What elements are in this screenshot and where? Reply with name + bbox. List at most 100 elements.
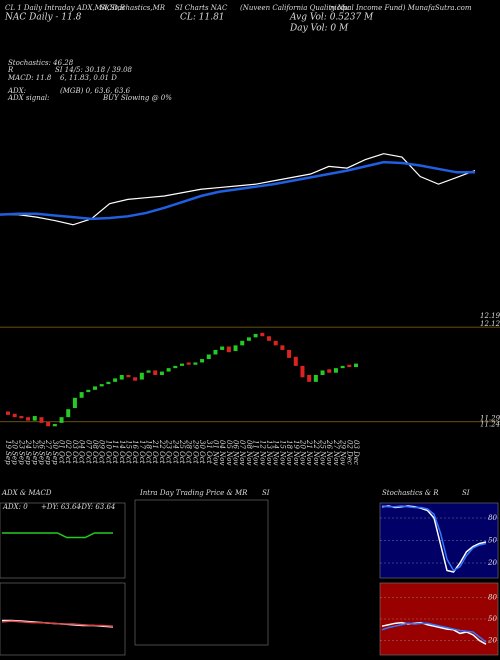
label: 80 — [488, 514, 497, 522]
x-tick-label: 11 Nov — [252, 440, 260, 465]
candle-body — [253, 333, 258, 338]
x-tick-label: 26 Nov — [325, 439, 333, 465]
x-tick-label: 25 Sep — [31, 439, 39, 465]
x-tick-label: 08 Oct — [91, 440, 99, 464]
label: (MGB) 0, 63.6, 63.6 — [60, 87, 131, 95]
x-tick-label: 13 Nov — [265, 440, 273, 465]
line-series — [381, 621, 487, 645]
x-tick-label: 07 Nov — [238, 440, 246, 465]
line-series — [0, 153, 476, 226]
candle-body — [93, 386, 97, 390]
candle-body — [166, 368, 171, 372]
x-tick-label: 11 Oct — [111, 440, 119, 464]
x-tick-label: 15 Nov — [278, 440, 286, 465]
label: Stochastics & R — [382, 489, 439, 497]
x-tick-label: 03 Oct — [71, 440, 79, 464]
label: BUY Slowing @ 0% — [102, 94, 172, 102]
line-series — [381, 622, 487, 643]
x-tick-label: 16 Oct — [131, 440, 139, 464]
x-tick-label: 25 Nov — [319, 439, 327, 465]
x-tick-label: 19 Nov — [292, 440, 300, 465]
label: +DY: 63.64 — [41, 503, 81, 511]
label: SI — [462, 489, 470, 497]
x-tick-label: 04 Oct — [78, 440, 86, 464]
line-series — [0, 160, 475, 221]
x-tick-label: 29 Nov — [339, 439, 347, 465]
label: Stochastics: 46.28 — [8, 59, 74, 67]
candle-body — [220, 346, 225, 350]
label: ADX signal: — [7, 94, 49, 102]
candle-body — [354, 363, 358, 368]
candle-body — [333, 368, 338, 373]
candle-body — [206, 354, 211, 360]
label: ADX: — [7, 87, 26, 95]
candle-body — [19, 416, 24, 419]
label: ADX: 0 — [2, 503, 28, 511]
x-tick-label: 20 Sep — [11, 439, 19, 465]
x-tick-label: 01 Oct — [58, 440, 66, 464]
candle-body — [273, 340, 278, 346]
candle-body — [113, 378, 118, 382]
x-tick-label: 27 Nov — [332, 439, 340, 465]
x-tick-label: 14 Nov — [272, 440, 280, 465]
x-tick-label: 20 Nov — [298, 439, 306, 465]
x-tick-label: 04 Nov — [218, 440, 226, 465]
x-tick-label: 06 Nov — [232, 440, 240, 465]
x-tick-label: 02 Dec — [345, 440, 353, 465]
label: 12.19 — [480, 312, 500, 320]
candle-body — [246, 337, 251, 341]
candle-body — [320, 370, 325, 375]
panel-box — [379, 582, 499, 656]
x-tick-label: 28 Oct — [185, 439, 193, 464]
line-series — [2, 532, 113, 539]
candle-body — [6, 411, 10, 415]
x-tick-label: 01 Nov — [211, 440, 219, 465]
candle-body — [193, 362, 198, 365]
candle-body — [226, 346, 231, 353]
candle-body — [133, 377, 138, 381]
x-tick-label: 26 Sep — [37, 439, 45, 465]
x-tick-label: 14 Oct — [118, 440, 126, 464]
candle-body — [12, 413, 17, 418]
candle-body — [260, 332, 265, 337]
x-tick-label: 15 Oct — [124, 440, 132, 464]
label: Day Vol: 0 M — [289, 24, 349, 34]
x-tick-label: 27 Sep — [44, 439, 52, 465]
x-tick-label: 18 Oct — [145, 440, 153, 464]
candle-body — [26, 417, 31, 421]
candle-body — [287, 349, 292, 358]
candle-body — [200, 359, 205, 363]
candle-body — [300, 365, 305, 378]
label: 20 — [487, 637, 497, 645]
x-tick-label: 31 Oct — [205, 440, 213, 464]
candle-body — [313, 375, 318, 382]
candle-body — [267, 336, 271, 341]
panel-box — [134, 499, 269, 646]
x-tick-label: 24 Sep — [24, 439, 32, 465]
label: -DY: 63.64 — [79, 503, 115, 511]
x-tick-label: 22 Nov — [312, 439, 320, 465]
candle-body — [126, 375, 131, 378]
candle-body — [327, 369, 332, 373]
candle-body — [307, 375, 312, 382]
x-tick-label: 12 Nov — [258, 440, 266, 465]
x-tick-label: 21 Nov — [305, 439, 313, 465]
x-tick-label: 25 Oct — [178, 439, 186, 464]
x-tick-label: 19 Sep — [4, 440, 12, 465]
x-tick-label: 05 Nov — [225, 440, 233, 465]
label: nicipal Income Fund) MunafaSutra.com — [330, 4, 472, 12]
x-tick-label: 29 Oct — [191, 439, 199, 464]
label: R — [7, 66, 14, 74]
label: Avg Vol: 0.5237 M — [289, 13, 374, 23]
candle-body — [233, 345, 238, 352]
x-tick-label: 17 Oct — [138, 440, 146, 464]
candle-body — [153, 370, 158, 375]
candle-body — [293, 356, 298, 366]
candle-body — [173, 365, 178, 369]
label: 11.29 — [480, 415, 500, 423]
x-tick-label: 21 Oct — [151, 439, 159, 464]
x-tick-label: 22 Oct — [158, 439, 166, 464]
label: (Nuveen California Quality Mu — [240, 4, 350, 12]
x-tick-label: 03 Dec — [352, 440, 360, 465]
